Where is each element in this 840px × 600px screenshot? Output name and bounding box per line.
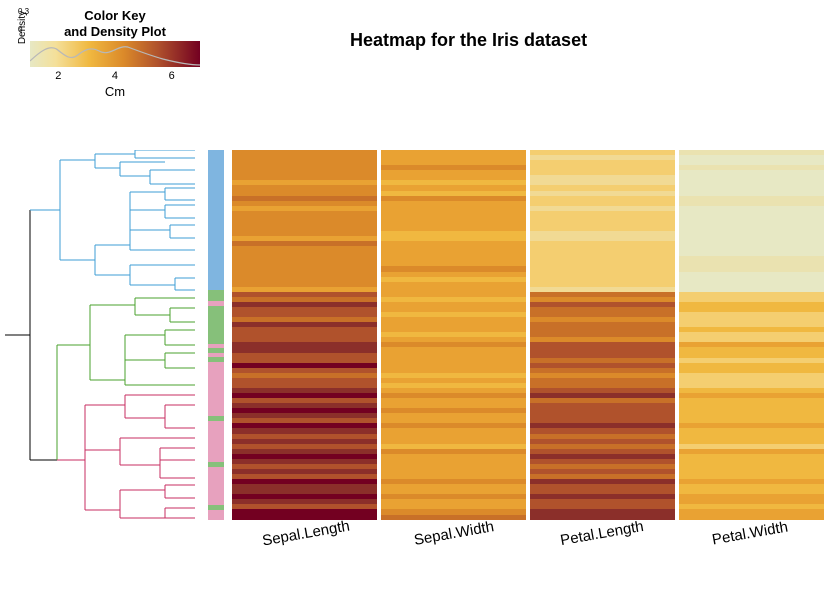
- column-labels: Sepal.LengthSepal.WidthPetal.LengthPetal…: [232, 525, 824, 542]
- row-side-segment: [208, 510, 224, 520]
- heatmap-column: [381, 150, 526, 520]
- heatmap-grid: [232, 150, 824, 520]
- row-side-segment: [208, 467, 224, 505]
- color-key-xlabel: Cm: [30, 84, 200, 99]
- row-side-segment: [208, 421, 224, 462]
- row-side-colors: [208, 150, 224, 520]
- heatmap-column: [679, 150, 824, 520]
- color-key-gradient: [30, 41, 200, 67]
- color-key-xtick: 6: [169, 70, 175, 82]
- color-key-ytick-bottom: 0: [18, 26, 28, 34]
- color-key: Density 0.3 0 Color Key and Density Plot…: [30, 8, 200, 99]
- color-key-title: Color Key and Density Plot: [30, 8, 200, 39]
- color-key-xtick: 4: [112, 70, 118, 82]
- density-line: [30, 41, 200, 67]
- heatmap-column: [530, 150, 675, 520]
- color-key-ytick-top: 0.3: [18, 8, 28, 16]
- heatmap-column: [232, 150, 377, 520]
- row-side-segment: [208, 290, 224, 301]
- color-key-title-line1: Color Key: [84, 8, 145, 23]
- row-side-segment: [208, 362, 224, 416]
- color-key-xticks: 2 4 6: [30, 70, 200, 82]
- color-key-xtick: 2: [55, 70, 61, 82]
- chart-title: Heatmap for the Iris dataset: [350, 30, 587, 51]
- color-key-title-line2: and Density Plot: [64, 24, 166, 39]
- color-key-yticks: 0.3 0: [18, 8, 28, 34]
- row-side-segment: [208, 306, 224, 344]
- row-dendrogram: [5, 150, 205, 520]
- row-side-segment: [208, 150, 224, 290]
